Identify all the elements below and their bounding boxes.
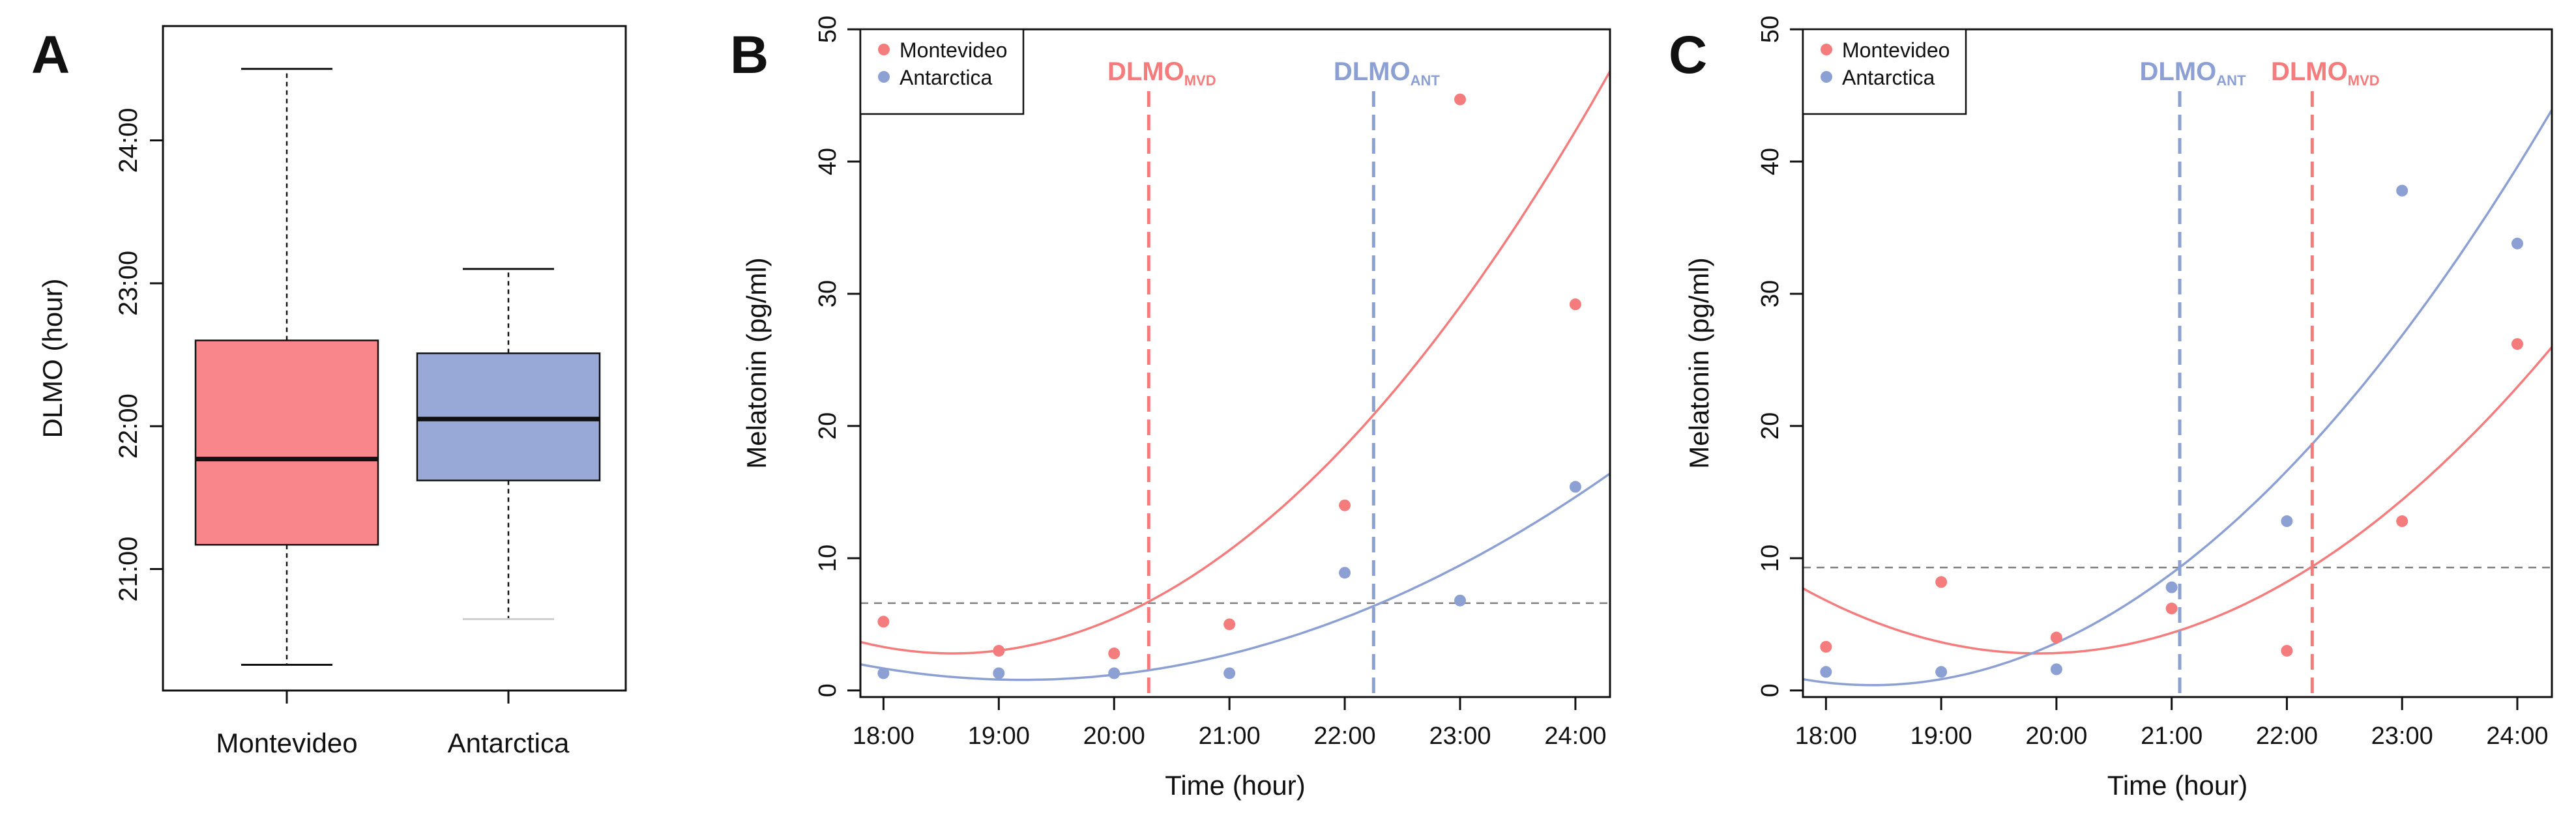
legend-entry: Antarctica [1842,66,1935,89]
legend: Montevideo Antarctica [1802,28,1967,115]
data-point-antarctica [1223,667,1236,679]
x-tick-label: 18:00 [1795,722,1857,750]
y-tick-label: 50 [1757,16,1784,43]
y-axis-label: Melatonin (pg/ml) [741,257,772,468]
x-tick-label: 22:00 [1314,722,1376,750]
data-point-antarctica [993,667,1005,679]
legend-box [1802,28,1967,115]
fit-curve-montevideo [1803,346,2552,655]
data-point-antarctica [877,667,890,679]
x-tick-label: 23:00 [1429,722,1491,750]
y-tick-label: 20 [1757,412,1784,440]
y-tick-label: 23:00 [114,251,143,316]
data-point-antarctica [1108,667,1120,679]
panel-c-scatter: DLMOANT DLMOMVD Montevideo Antarctica 18:00 1… [1684,16,2553,801]
y-tick-label: 10 [1757,545,1784,572]
data-point-antarctica [2511,237,2523,250]
x-tick-label: 19:00 [1910,722,1972,750]
data-point-montevideo [2281,644,2293,657]
data-point-antarctica [2050,663,2062,676]
x-tick-label: 20:00 [2025,722,2087,750]
x-tick-label: 19:00 [968,722,1030,750]
y-tick-label: 22:00 [114,393,143,459]
y-tick-label: 30 [1757,280,1784,307]
fit-curve-montevideo [860,70,1610,655]
y-tick-label: 40 [1757,148,1784,175]
y-tick-label: 24:00 [114,107,143,173]
x-tick-label: Antarctica [448,728,570,758]
y-tick-label: 0 [1757,683,1784,697]
data-point-montevideo [1454,93,1466,106]
plot-area [1803,91,2552,697]
data-point-antarctica [2281,515,2293,528]
legend: Montevideo Antarctica [859,28,1025,115]
x-axis-label: Time (hour) [1165,770,1305,801]
box-montevideo [194,339,379,546]
y-tick-label: 21:00 [114,536,143,601]
dlmo-label-ant: DLMOANT [2140,57,2247,89]
legend-marker [1821,44,1832,55]
data-point-antarctica [1339,567,1351,579]
data-point-antarctica [1569,481,1581,493]
data-point-montevideo [1339,499,1351,511]
legend-entry: Montevideo [1842,38,1950,62]
data-point-montevideo [2396,515,2408,528]
data-point-antarctica [2165,581,2178,593]
fit-curve-antarctica [860,472,1610,681]
x-tick-label: 21:00 [1199,722,1261,750]
data-point-montevideo [1223,618,1236,631]
y-tick-label: 20 [814,412,842,440]
x-tick-label: 22:00 [2256,722,2318,750]
data-point-montevideo [1820,640,1832,653]
panel-letter-c: C [1669,25,1707,85]
panel-a-boxplot: 21:00 22:00 23:00 24:00 DLMO (hour) Montevide… [37,25,627,758]
data-point-montevideo [2050,631,2062,644]
data-point-montevideo [1108,648,1120,660]
y-axis-label: DLMO (hour) [37,278,68,438]
panel-letter-b: B [730,25,768,85]
data-point-montevideo [1569,298,1581,311]
dlmo-label-mvd: DLMOMVD [1107,57,1216,89]
plot-frame [162,25,627,692]
x-tick-label: 18:00 [853,722,915,750]
data-point-montevideo [877,616,890,628]
data-point-antarctica [2396,184,2408,197]
y-tick-label: 40 [814,148,842,175]
y-axis-label: Melatonin (pg/ml) [1684,257,1714,468]
legend-entry: Montevideo [900,38,1007,62]
legend-marker [878,44,890,55]
legend-box [859,28,1025,115]
x-tick-label: 21:00 [2141,722,2203,750]
data-point-montevideo [1935,576,1948,588]
data-point-montevideo [2511,338,2523,350]
y-tick-label: 30 [814,280,842,307]
data-point-antarctica [1820,666,1832,678]
y-tick-label: 10 [814,545,842,572]
legend-marker [1821,71,1832,83]
legend-entry: Antarctica [900,66,992,89]
x-tick-label: 20:00 [1083,722,1145,750]
data-point-montevideo [2165,603,2178,615]
panel-letter-a: A [31,25,70,85]
x-tick-label: 24:00 [1544,722,1606,750]
panel-b-scatter: DLMOMVD DLMOANT Montevideo Antarctica 18:00 1… [741,16,1611,801]
plot-area [860,70,1610,697]
dlmo-label-ant: DLMOANT [1334,57,1441,89]
data-point-antarctica [1454,594,1466,606]
x-tick-label: 23:00 [2371,722,2433,750]
x-tick-label: Montevideo [216,728,357,758]
data-point-montevideo [993,644,1005,657]
plot-frame [1802,28,2553,698]
x-axis-label: Time (hour) [2107,770,2247,801]
data-point-antarctica [1935,666,1948,678]
dlmo-label-mvd: DLMOMVD [2271,57,2380,89]
legend-marker [878,71,890,83]
plot-frame [859,28,1611,698]
y-tick-label: 0 [814,683,842,697]
x-tick-label: 24:00 [2486,722,2548,750]
y-tick-label: 50 [814,16,842,43]
fit-curve-antarctica [1803,109,2552,687]
